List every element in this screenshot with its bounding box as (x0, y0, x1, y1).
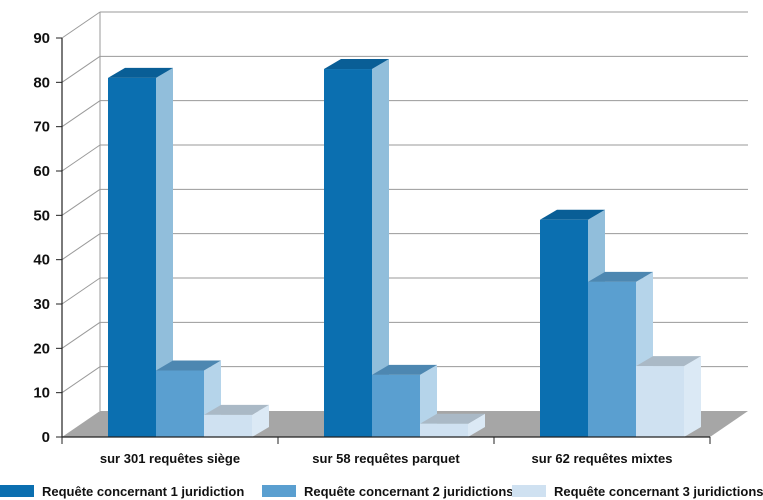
y-tick-label: 50 (33, 207, 50, 224)
bar-s3-c1 (204, 404, 269, 437)
bar-front (108, 77, 156, 438)
bar-front (204, 414, 252, 437)
y-tick-label: 0 (42, 429, 50, 446)
y-tick-label: 40 (33, 252, 50, 269)
x-category-label: sur 301 requêtes siège (100, 451, 240, 466)
bar-front (636, 366, 684, 437)
bar-front (372, 374, 420, 437)
bar-top (372, 364, 437, 375)
bar-side (156, 67, 173, 438)
gridline-side (61, 55, 101, 83)
bar-top (420, 413, 485, 424)
legend-label-2: Requête concernant 2 juridictions (304, 483, 514, 499)
bar-s3-c2 (420, 413, 485, 437)
gridline-side (61, 100, 101, 128)
gridline-side (61, 366, 101, 394)
bar-s3-c3 (636, 356, 701, 437)
bar-top (324, 59, 389, 70)
bar-front (420, 423, 468, 437)
chart-grid (61, 11, 748, 411)
bar-top (636, 356, 701, 367)
gridline-side (61, 144, 101, 172)
gridline-side (61, 188, 101, 216)
chart-axes: 0 10 20 30 40 50 60 70 80 90 sur 301 requêtes sièg… (33, 30, 711, 466)
y-tick-label: 60 (33, 163, 50, 180)
bar-side (684, 356, 701, 437)
legend-swatch-2 (262, 485, 296, 497)
y-tick-label: 70 (33, 119, 50, 136)
legend-swatch-3 (512, 485, 546, 497)
legend-item-3: Requête concernant 3 juridictions & + (512, 483, 763, 499)
gridline-side (61, 277, 101, 305)
chart-legend: Requête concernant 1 juridiction Requête… (0, 480, 763, 500)
y-tick-label: 90 (33, 30, 50, 47)
bar-top (156, 360, 221, 371)
legend-item-2: Requête concernant 2 juridictions (262, 483, 514, 499)
bar-front (324, 69, 372, 438)
bar-top (204, 404, 269, 415)
x-category-label: sur 58 requêtes parquet (312, 451, 460, 466)
bar-front (588, 281, 636, 437)
legend-label-1: Requête concernant 1 juridiction (42, 483, 245, 499)
bar-top (540, 209, 605, 220)
gridline-side (61, 321, 101, 349)
bar-s1-c2 (324, 59, 389, 438)
bar-side (372, 59, 389, 438)
y-tick-label: 80 (33, 74, 50, 91)
bar-top (588, 271, 653, 282)
legend-swatch-1 (0, 485, 34, 497)
bar-side (252, 404, 269, 437)
gridline-side (61, 11, 101, 39)
y-tick-label: 10 (33, 385, 50, 402)
bar-front (540, 219, 588, 437)
chart-bars (108, 59, 701, 438)
bar-top (108, 67, 173, 78)
bar-side (468, 413, 485, 437)
bar-s1-c1 (108, 67, 173, 438)
bar-chart: 0 10 20 30 40 50 60 70 80 90 sur 301 requêtes sièg… (33, 11, 748, 466)
legend-label-3: Requête concernant 3 juridictions & + (554, 483, 763, 499)
y-tick-label: 20 (33, 340, 50, 357)
legend-item-1: Requête concernant 1 juridiction (0, 483, 244, 499)
x-category-label: sur 62 requêtes mixtes (532, 451, 673, 466)
bar-front (156, 370, 204, 437)
y-tick-label: 30 (33, 296, 50, 313)
gridline-side (61, 233, 101, 261)
